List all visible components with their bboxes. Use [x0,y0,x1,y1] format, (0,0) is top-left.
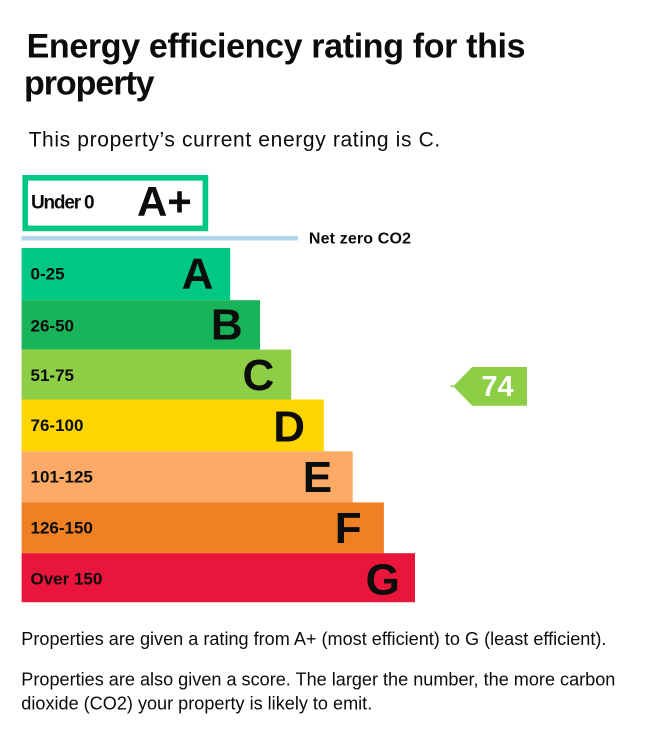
svg-text:A: A [182,249,214,298]
svg-text:126-150: 126-150 [31,519,93,538]
svg-text:Net zero CO2: Net zero CO2 [309,230,411,247]
svg-text:B: B [211,300,243,349]
svg-text:Properties are also given a sc: Properties are also given a score. The l… [21,670,615,690]
svg-text:74: 74 [481,371,513,403]
svg-text:C: C [243,351,275,400]
svg-text:D: D [273,403,305,452]
svg-text:76-100: 76-100 [31,416,84,435]
svg-text:E: E [303,453,332,502]
svg-text:Under 0: Under 0 [31,193,94,214]
svg-text:0-25: 0-25 [31,264,65,283]
svg-text:F: F [335,504,362,553]
svg-text:dioxide (CO2) your property is: dioxide (CO2) your property is likely to… [21,694,372,714]
svg-text:Over 150: Over 150 [31,570,103,589]
svg-text:property: property [24,65,155,103]
svg-text:101-125: 101-125 [31,468,93,487]
svg-text:This property’s current energy: This property’s current energy rating is… [29,128,441,151]
svg-text:26-50: 26-50 [31,317,74,336]
svg-text:51-75: 51-75 [31,366,74,385]
svg-text:Properties are given a rating: Properties are given a rating from A+ (m… [21,629,606,649]
svg-text:Energy efficiency rating for t: Energy efficiency rating for this [27,28,526,66]
svg-text:A+: A+ [137,178,192,225]
svg-text:G: G [366,555,400,604]
